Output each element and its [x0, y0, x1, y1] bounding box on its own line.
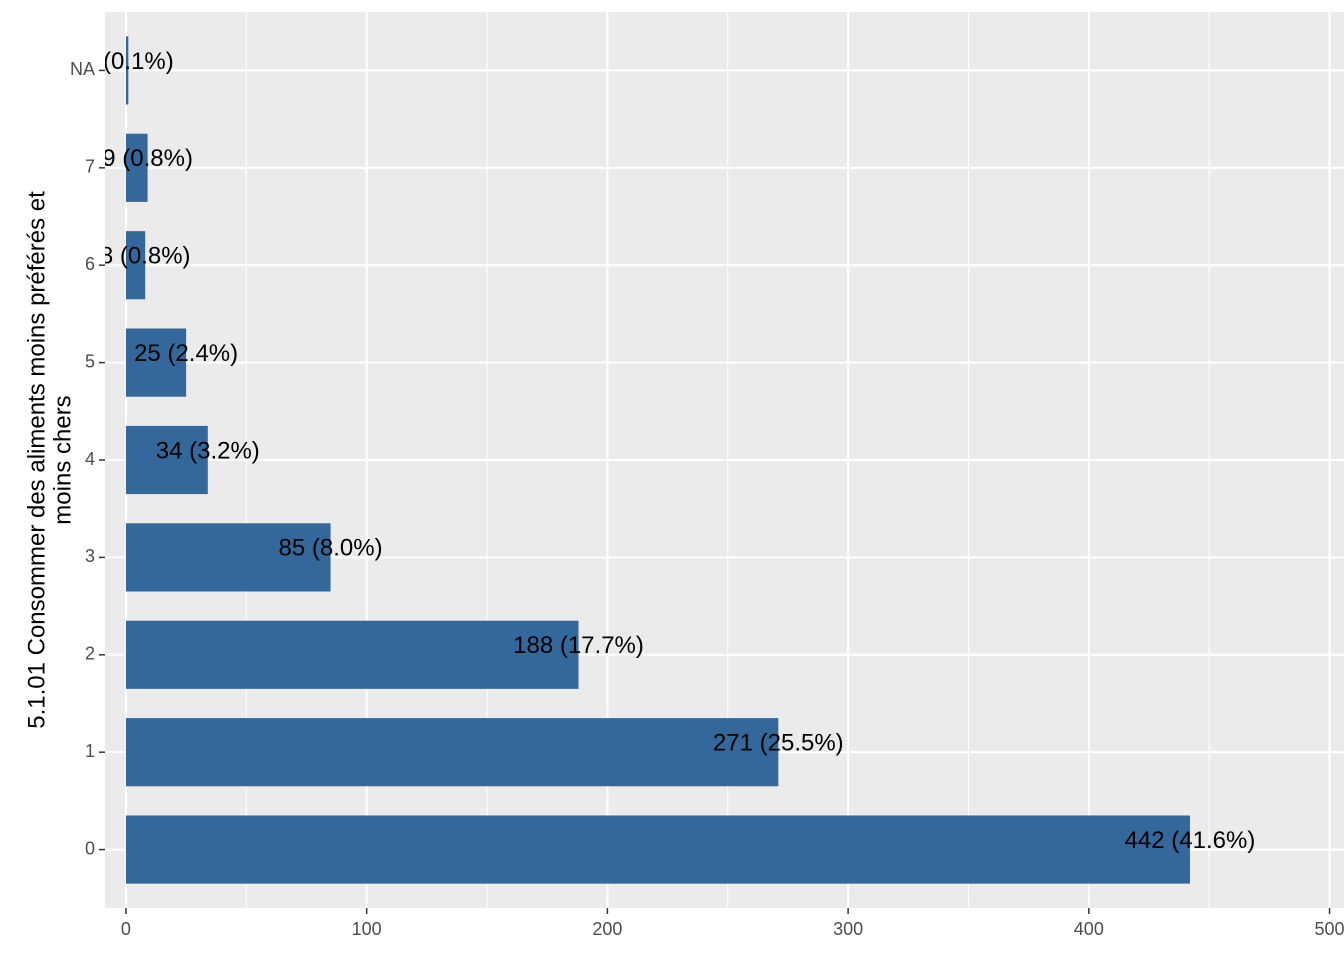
x-tick-label: 500	[1315, 919, 1344, 939]
bar	[125, 620, 579, 689]
y-tick-label: 5	[85, 351, 95, 371]
y-tick-label: 0	[85, 838, 95, 858]
y-axis-title: 5.1.01 Consommer des aliments moins préf…	[23, 191, 76, 729]
y-axis-title-line: moins chers	[49, 395, 76, 524]
value-label: 271 (25.5%)	[713, 730, 844, 757]
y-axis-title-line: 5.1.01 Consommer des aliments moins préf…	[23, 191, 50, 729]
y-tick-label: 4	[85, 449, 95, 469]
bar	[125, 425, 208, 495]
bar	[125, 328, 187, 397]
bar	[125, 718, 779, 787]
value-label: 188 (17.7%)	[513, 632, 644, 659]
value-label: 8 (0.8%)	[100, 243, 191, 270]
bar	[125, 815, 1190, 884]
x-tick-label: 200	[592, 919, 622, 939]
value-label: 85 (8.0%)	[279, 535, 383, 562]
y-tick-label: NA	[70, 59, 95, 79]
value-label: 442 (41.6%)	[1125, 827, 1256, 854]
marks: 442 (41.6%) 271 (25.5%) 188 (17.7%) 85 (8.0…	[83, 36, 1256, 884]
y-tick-label: 6	[85, 254, 95, 274]
bar	[125, 231, 146, 300]
bar	[125, 523, 331, 592]
x-tick-label: 0	[121, 919, 131, 939]
x-tick-label: 400	[1074, 919, 1104, 939]
bar	[125, 36, 129, 105]
value-label: 34 (3.2%)	[156, 437, 260, 464]
grid	[105, 12, 1344, 908]
value-label: 1 (0.1%)	[83, 48, 174, 75]
x-tick-label: 300	[833, 919, 863, 939]
y-tick-label: 2	[85, 644, 95, 664]
axes: 0 100 200 300 400 500 0 1 2 3 4 5 6 7 NA	[70, 59, 1344, 939]
bar	[125, 133, 148, 202]
value-label: 9 (0.8%)	[102, 145, 193, 172]
y-tick-label: 7	[85, 157, 95, 177]
x-tick-label: 100	[352, 919, 382, 939]
y-tick-label: 3	[85, 546, 95, 566]
y-tick-label: 1	[85, 741, 95, 761]
value-label: 25 (2.4%)	[134, 340, 238, 367]
